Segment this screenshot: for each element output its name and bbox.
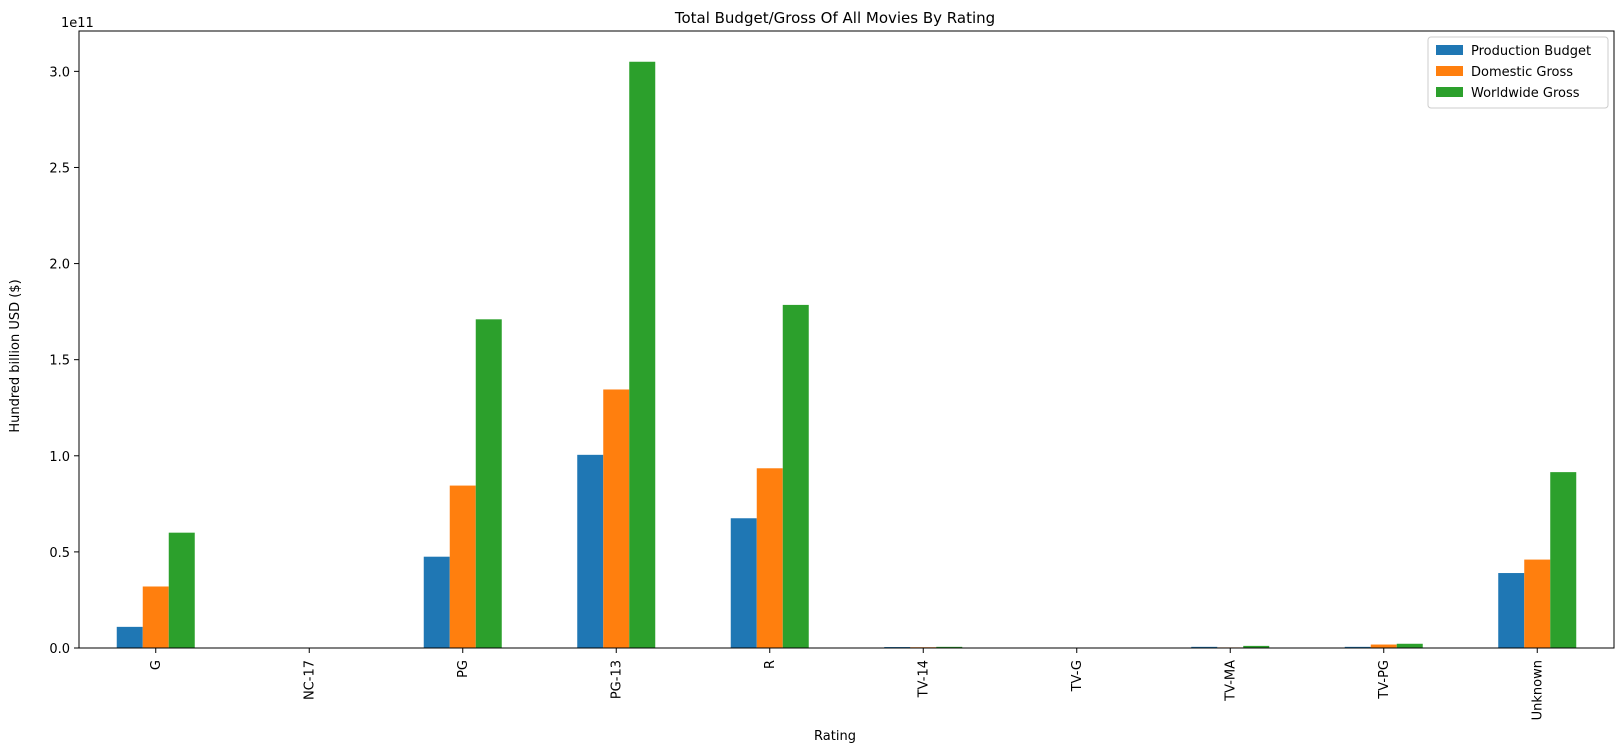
plot-frame bbox=[78, 30, 1615, 649]
y-axis-title: Hundred billion USD ($) bbox=[8, 279, 23, 432]
x-tick-label: PG bbox=[456, 660, 471, 678]
legend-label: Worldwide Gross bbox=[1471, 86, 1580, 101]
y-tick-label: 0.5 bbox=[49, 546, 70, 561]
bar-tv-ma-production-budget bbox=[1191, 646, 1218, 648]
y-tick-label: 1.0 bbox=[49, 450, 70, 465]
legend: Production Budget Domestic Gross Worldwide… bbox=[1427, 36, 1609, 109]
bar-r-domestic-gross bbox=[756, 468, 783, 648]
bar-r-production-budget bbox=[730, 518, 757, 648]
bar-tv-ma-worldwide-gross bbox=[1243, 645, 1270, 648]
legend-swatch bbox=[1436, 87, 1463, 97]
x-tick-label: TV-MA bbox=[1223, 660, 1238, 702]
legend-swatch bbox=[1436, 45, 1463, 55]
bar-g-worldwide-gross bbox=[168, 532, 195, 648]
legend-label: Production Budget bbox=[1471, 44, 1591, 59]
y-tick-label: 0.0 bbox=[49, 642, 70, 657]
bar-r-worldwide-gross bbox=[782, 304, 809, 648]
bar-unknown-worldwide-gross bbox=[1550, 472, 1577, 648]
chart-title: Total Budget/Gross Of All Movies By Rati… bbox=[674, 9, 995, 27]
bar-tv-pg-domestic-gross bbox=[1370, 644, 1397, 648]
bar-pg-13-worldwide-gross bbox=[629, 61, 656, 648]
y-tick-label: 3.0 bbox=[49, 65, 70, 80]
x-tick-label: TV-14 bbox=[916, 660, 931, 698]
legend-box bbox=[1427, 36, 1609, 109]
bar-pg-worldwide-gross bbox=[475, 319, 502, 648]
bar-unknown-production-budget bbox=[1498, 573, 1525, 648]
bar-pg-domestic-gross bbox=[449, 485, 476, 648]
ticks-layer: 0.0 0.5 1.0 1.5 2.0 2.5 3.0 G NC-17 PG PG-13 R TV-14… bbox=[49, 65, 1545, 720]
x-axis-title: Rating bbox=[814, 729, 856, 744]
bar-tv-14-worldwide-gross bbox=[936, 646, 963, 648]
bar-pg-13-domestic-gross bbox=[603, 389, 630, 648]
y-tick-label: 2.0 bbox=[49, 258, 70, 273]
bar-g-domestic-gross bbox=[142, 586, 169, 648]
x-tick-label: TV-PG bbox=[1377, 660, 1392, 700]
y-tick-label: 2.5 bbox=[49, 161, 70, 176]
y-tick-label: 1.5 bbox=[49, 354, 70, 369]
x-tick-label: PG-13 bbox=[609, 660, 624, 699]
bar-pg-13-production-budget bbox=[577, 454, 604, 648]
bar-unknown-domestic-gross bbox=[1524, 559, 1551, 648]
x-tick-label: NC-17 bbox=[302, 660, 317, 700]
bar-tv-pg-worldwide-gross bbox=[1396, 643, 1423, 648]
legend-label: Domestic Gross bbox=[1471, 65, 1573, 80]
x-tick-label: G bbox=[149, 660, 164, 670]
bar-pg-production-budget bbox=[423, 556, 450, 648]
x-tick-label: Unknown bbox=[1530, 660, 1545, 720]
y-offset-label: 1e11 bbox=[61, 16, 94, 31]
bar-tv-pg-production-budget bbox=[1344, 646, 1371, 648]
x-tick-label: R bbox=[763, 660, 778, 669]
x-tick-label: TV-G bbox=[1070, 660, 1085, 692]
bar-g-production-budget bbox=[116, 626, 143, 648]
bars-layer bbox=[116, 61, 1577, 648]
legend-swatch bbox=[1436, 66, 1463, 76]
